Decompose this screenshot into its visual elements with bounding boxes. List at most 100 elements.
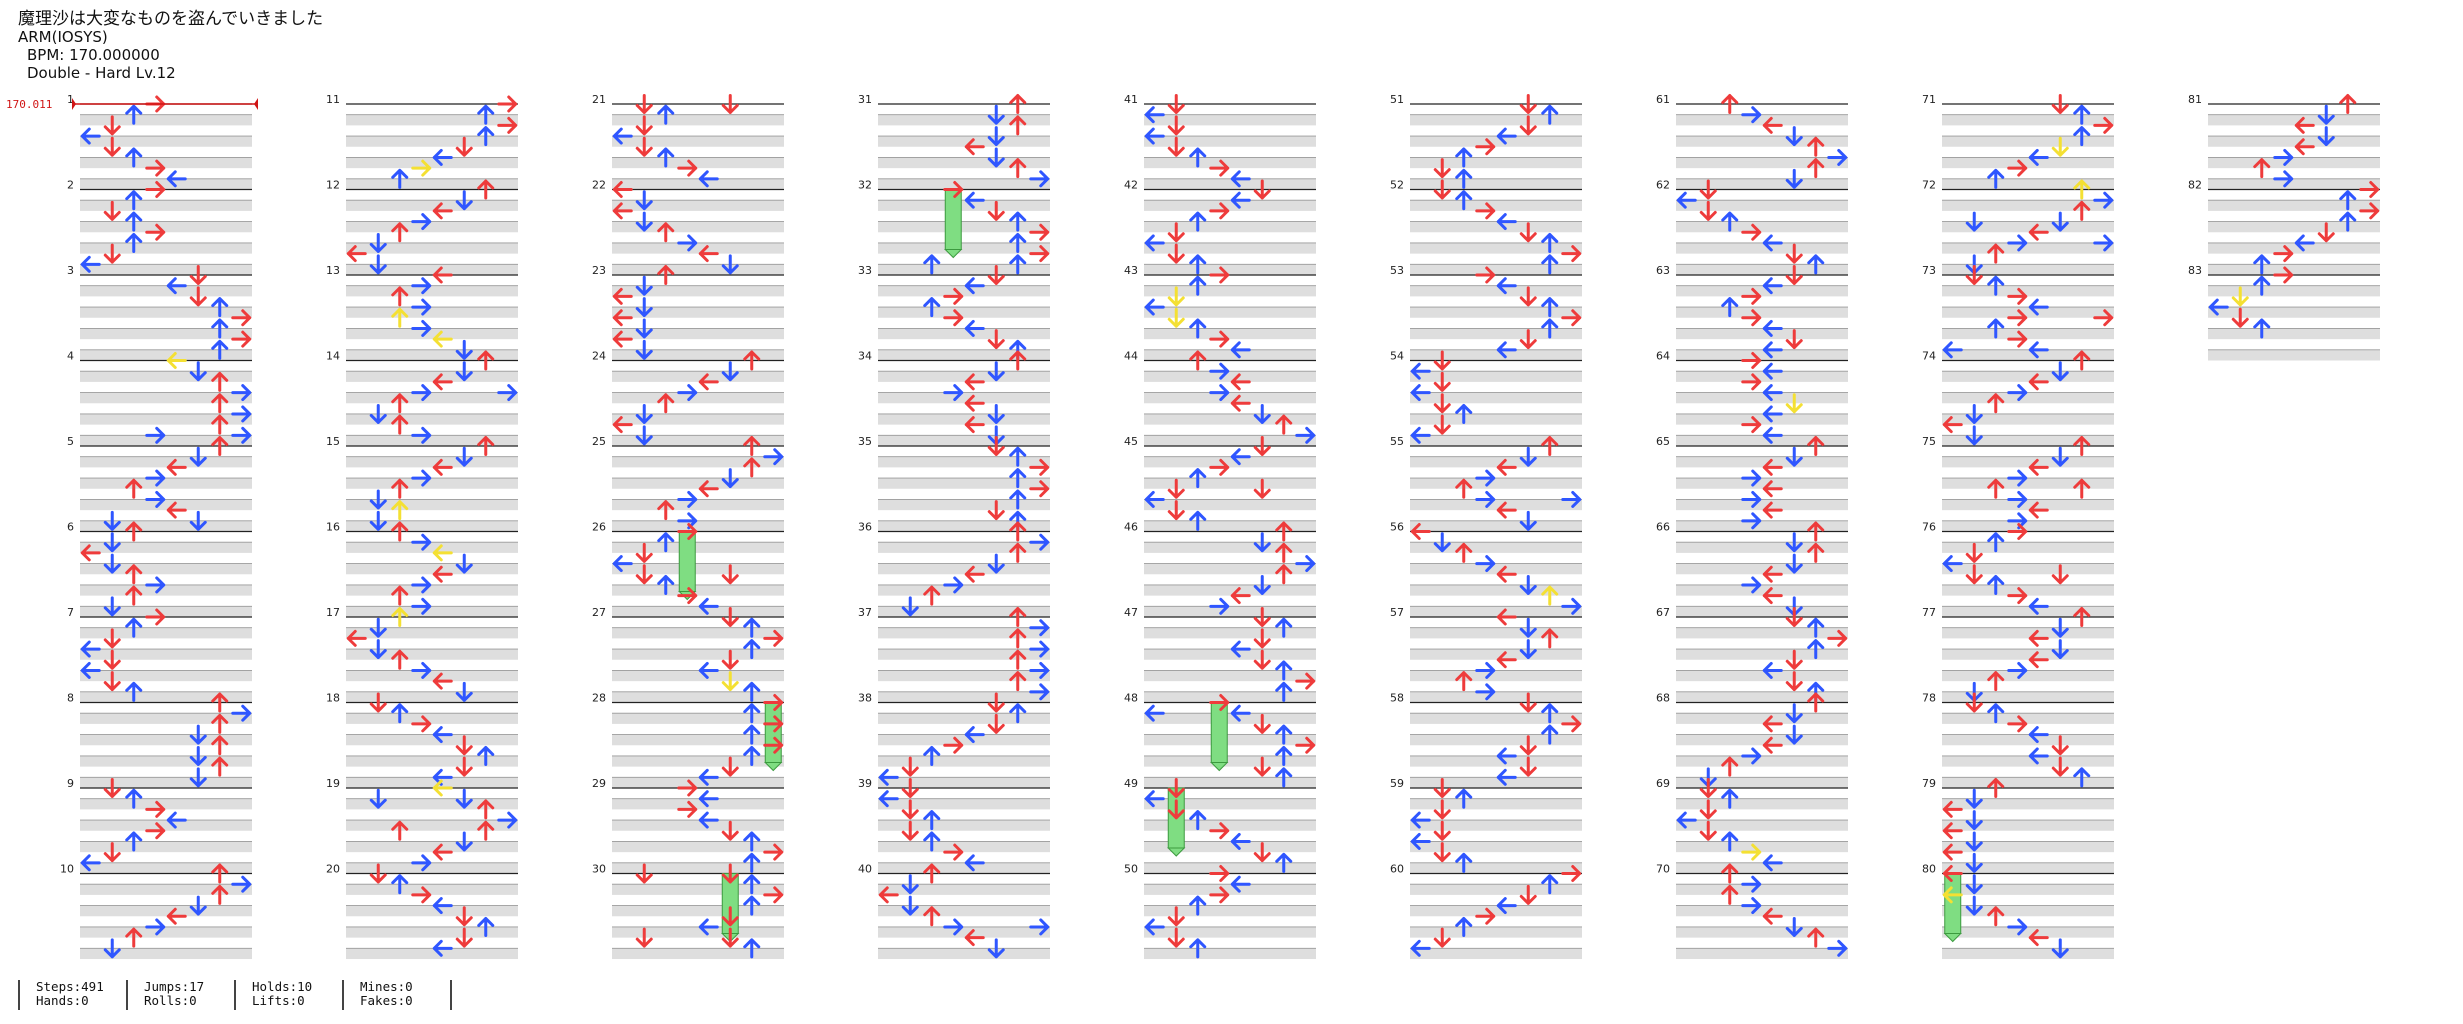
beat-band xyxy=(1942,841,2114,853)
beat-band xyxy=(80,606,252,618)
beat-band xyxy=(80,413,252,425)
measure-lines xyxy=(80,103,2380,949)
measure-number: 5 xyxy=(67,435,74,448)
beat-band xyxy=(1676,285,1848,297)
measure-number: 74 xyxy=(1922,350,1936,363)
beat-band xyxy=(1676,478,1848,489)
beat-band xyxy=(80,798,252,810)
beat-band xyxy=(1144,478,1316,489)
beat-band xyxy=(1942,264,2114,276)
beat-band xyxy=(346,520,518,532)
beat-band xyxy=(1676,841,1848,853)
measure-labels: 1234567891011121314151617181920212223242… xyxy=(60,93,2202,876)
beat-band xyxy=(878,649,1050,660)
beat-band xyxy=(346,349,518,361)
beat-band xyxy=(878,734,1050,746)
beat-band xyxy=(1144,713,1316,724)
beat-band xyxy=(346,649,518,660)
beat-band xyxy=(1410,563,1582,575)
beat-band xyxy=(612,820,784,831)
beat-band xyxy=(612,884,784,895)
beat-band xyxy=(612,649,784,660)
beat-band xyxy=(80,755,252,767)
beat-band xyxy=(346,200,518,211)
beat-band xyxy=(1942,691,2114,703)
beat-band xyxy=(346,584,518,596)
hold-body xyxy=(1944,873,1962,934)
beat-band xyxy=(1144,755,1316,767)
bpm-marker-left-tick xyxy=(72,98,76,110)
measure-number: 51 xyxy=(1390,93,1404,106)
beat-band xyxy=(1410,542,1582,553)
beat-band xyxy=(1676,627,1848,639)
measure-number: 62 xyxy=(1656,179,1670,192)
beat-band xyxy=(346,884,518,895)
beat-band xyxy=(612,392,784,404)
beat-band xyxy=(1410,884,1582,895)
measure-number: 8 xyxy=(67,692,74,705)
beat-band xyxy=(80,242,252,254)
beat-band xyxy=(1144,328,1316,340)
beat-band xyxy=(612,691,784,703)
beat-band xyxy=(1676,884,1848,895)
beat-band xyxy=(1942,755,2114,767)
beat-band xyxy=(346,798,518,810)
beat-band xyxy=(80,435,252,447)
beat-band xyxy=(346,371,518,382)
measure-number: 29 xyxy=(592,777,606,790)
beat-band xyxy=(80,862,252,874)
beat-band xyxy=(2208,136,2380,147)
beat-band xyxy=(80,777,252,789)
measure-number: 27 xyxy=(592,606,606,619)
measure-number: 68 xyxy=(1656,692,1670,705)
beat-band xyxy=(1410,328,1582,340)
beat-band xyxy=(1942,328,2114,340)
beat-band xyxy=(346,392,518,404)
beat-band xyxy=(1144,242,1316,254)
bpm-change-marker: 170.011 xyxy=(6,98,258,111)
beat-band xyxy=(1144,798,1316,810)
beat-band xyxy=(1676,114,1848,126)
beat-band xyxy=(1410,520,1582,532)
beat-band xyxy=(1942,178,2114,190)
beat-band xyxy=(1410,371,1582,382)
beat-band xyxy=(2208,178,2380,190)
measure-number: 64 xyxy=(1656,350,1670,363)
beat-band xyxy=(80,884,252,895)
song-title: 魔理沙は大変なものを盗んでいきました xyxy=(18,9,324,29)
measure-number: 32 xyxy=(858,179,872,192)
beat-band xyxy=(878,798,1050,810)
beat-band xyxy=(1410,649,1582,660)
beat-band xyxy=(1676,349,1848,361)
beat-band xyxy=(1144,691,1316,703)
beat-band xyxy=(80,627,252,639)
beat-band xyxy=(1942,307,2114,318)
beat-band xyxy=(1676,755,1848,767)
hold-tail xyxy=(764,762,783,772)
measure-number: 50 xyxy=(1124,863,1138,876)
beat-band xyxy=(612,713,784,724)
measure-number: 14 xyxy=(326,350,340,363)
beat-band xyxy=(346,563,518,575)
beat-band xyxy=(80,349,252,361)
measure-number: 76 xyxy=(1922,521,1936,534)
beat-band xyxy=(1144,820,1316,831)
beat-band xyxy=(80,841,252,853)
beat-band xyxy=(1410,670,1582,682)
beat-band xyxy=(612,478,784,489)
beat-band xyxy=(346,777,518,789)
beat-band xyxy=(1676,649,1848,660)
beat-band xyxy=(1410,862,1582,874)
beat-band xyxy=(1410,691,1582,703)
beat-band xyxy=(878,820,1050,831)
beat-band xyxy=(2208,349,2380,361)
beat-band xyxy=(1410,627,1582,639)
measure-number: 25 xyxy=(592,435,606,448)
beat-band xyxy=(612,456,784,468)
beat-band xyxy=(1410,734,1582,746)
beat-band xyxy=(1942,478,2114,489)
beat-band xyxy=(80,371,252,382)
beat-band xyxy=(346,670,518,682)
beat-band xyxy=(80,649,252,660)
beat-band xyxy=(612,371,784,382)
